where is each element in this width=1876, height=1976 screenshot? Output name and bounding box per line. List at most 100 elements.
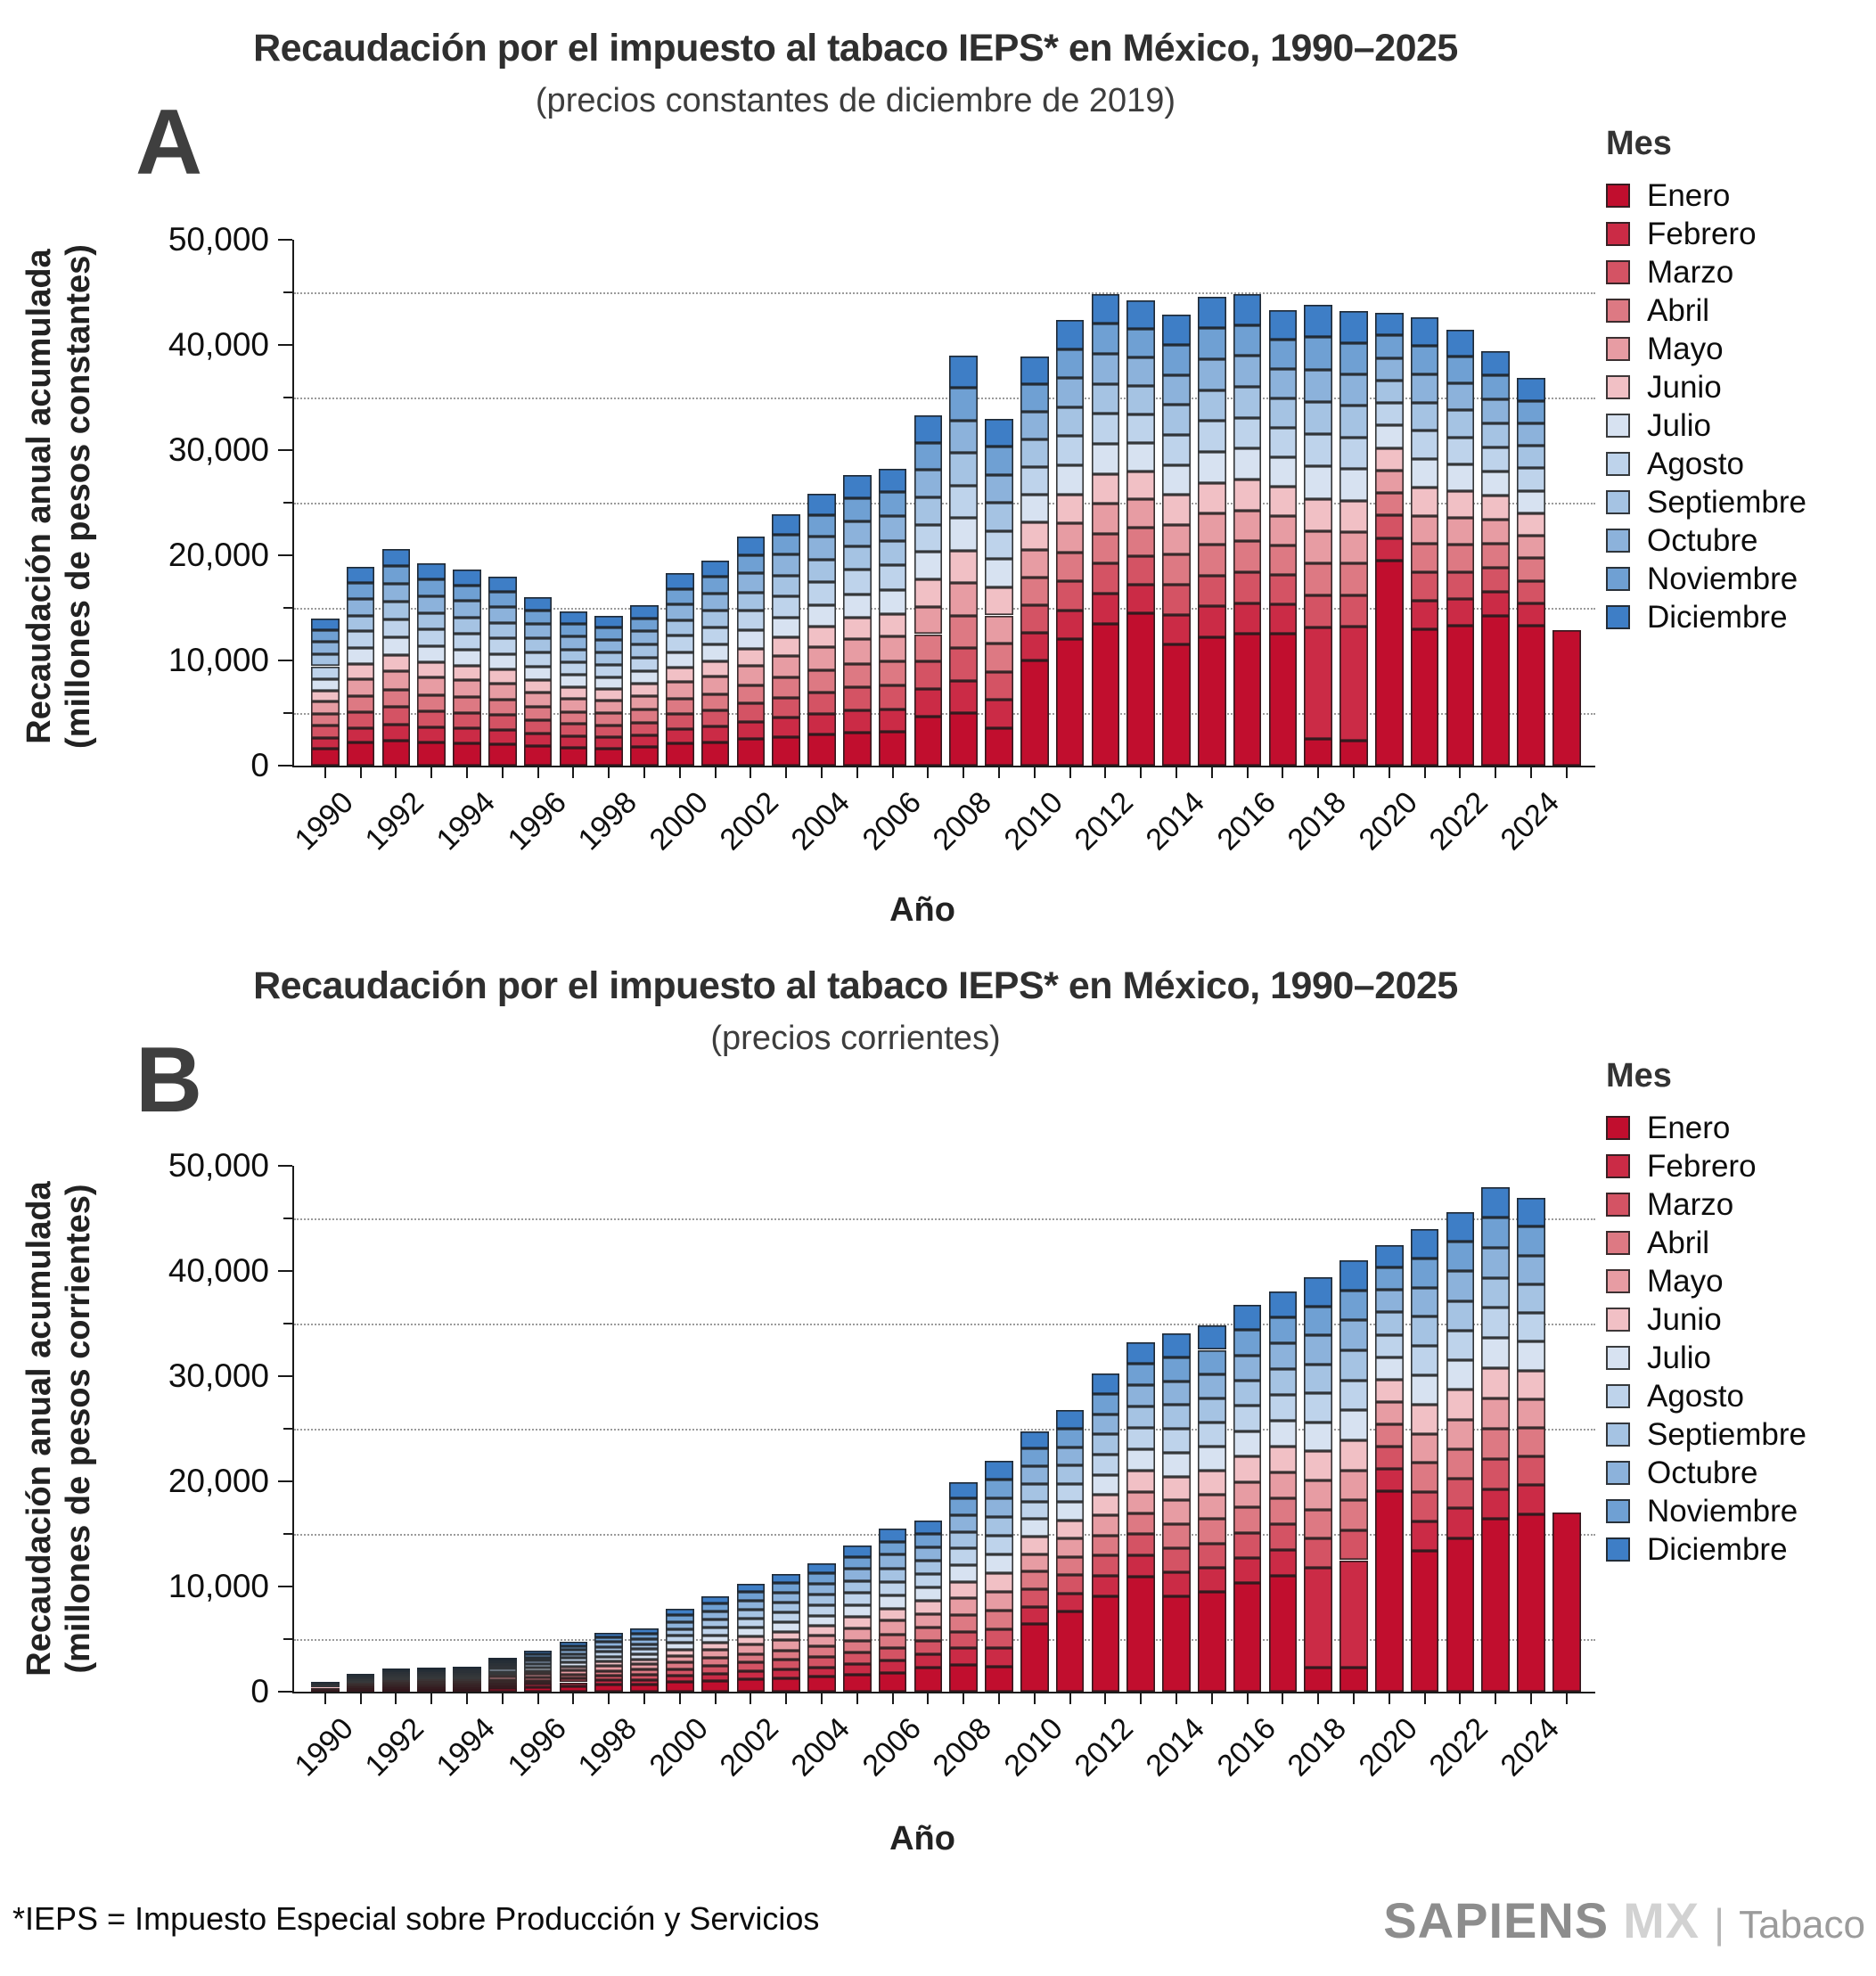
bar-segment-1999-Febrero: [630, 734, 659, 748]
bar-segment-2010-Enero: [1020, 660, 1049, 766]
bar-segment-2012-Diciembre: [1091, 293, 1120, 324]
bar-segment-2008-Diciembre: [949, 1481, 978, 1499]
bar-segment-2019-Mayo: [1339, 532, 1368, 564]
bar-segment-2024-Septiembre: [1517, 446, 1545, 469]
bar-segment-2010-Junio: [1020, 521, 1049, 550]
bar-segment-1991-Septiembre: [346, 615, 375, 632]
bar-segment-2007-Diciembre: [913, 1521, 943, 1534]
bar-segment-2008-Junio: [949, 1581, 978, 1599]
x-tick-2017: [1282, 1693, 1284, 1704]
bar-segment-2013-Marzo: [1126, 556, 1155, 586]
x-tick-1996: [537, 1693, 539, 1704]
bar-segment-1993-Septiembre: [417, 1673, 446, 1677]
bar-segment-1999-Mayo: [630, 1664, 659, 1670]
bar-segment-2021-Mayo: [1410, 515, 1439, 545]
bar-segment-2002-Noviembre: [736, 554, 766, 574]
bar-segment-2009-Noviembre: [985, 447, 1013, 475]
bar-segment-2004-Enero: [807, 734, 836, 766]
bar-segment-2014-Abril: [1162, 1524, 1191, 1549]
gridline-5000: [294, 713, 1595, 715]
bar-segment-2020-Mayo: [1375, 470, 1404, 494]
bar-segment-2024-Enero: [1517, 626, 1545, 766]
bar-segment-1997-Agosto: [559, 1658, 588, 1663]
bar-segment-2014-Enero: [1162, 644, 1191, 766]
legend-label-enero: Enero: [1647, 178, 1731, 213]
stacked-bar-2011: [1055, 320, 1085, 766]
stacked-bar-1992: [381, 548, 411, 766]
bar-segment-1992-Septiembre: [381, 1674, 411, 1677]
stacked-bar-2007: [913, 415, 943, 766]
bar-segment-2021-Septiembre: [1410, 1316, 1439, 1347]
bar-segment-2009-Diciembre: [985, 1460, 1013, 1480]
legend-label-septiembre: Septiembre: [1647, 485, 1806, 520]
stacked-bar-2001: [700, 1595, 730, 1692]
bar-segment-2011-Agosto: [1055, 1483, 1085, 1503]
bar-segment-2003-Julio: [772, 1621, 800, 1632]
x-tick-2024: [1529, 767, 1532, 778]
bar-segment-2007-Febrero: [913, 1653, 943, 1668]
bar-segment-2022-Diciembre: [1446, 329, 1475, 357]
stacked-bar-2012: [1091, 1373, 1120, 1692]
bar-segment-2001-Febrero: [700, 726, 730, 742]
y-tick-label-0: 0: [250, 1673, 269, 1710]
bar-segment-2013-Febrero: [1126, 1555, 1155, 1578]
chart-b-x-axis-title: Año: [889, 1820, 955, 1857]
x-tick-2011: [1069, 767, 1071, 778]
bar-segment-2000-Octubre: [666, 1621, 694, 1629]
bar-segment-2022-Octubre: [1446, 383, 1475, 411]
bar-segment-2001-Julio: [700, 1635, 730, 1644]
bar-segment-2012-Marzo: [1091, 563, 1120, 594]
bar-segment-1993-Mayo: [417, 677, 446, 695]
y-tick-label-30000: 30,000: [168, 1357, 269, 1394]
stacked-bar-1995: [488, 1658, 517, 1692]
bar-segment-1990-Marzo: [311, 726, 340, 738]
bar-segment-1997-Abril: [559, 711, 588, 725]
bar-segment-2023-Abril: [1481, 544, 1510, 569]
bar-segment-2011-Diciembre: [1055, 1410, 1085, 1429]
bar-segment-2008-Noviembre: [949, 1498, 978, 1516]
bar-segment-1990-Junio: [311, 690, 340, 702]
x-tick-2004: [820, 1693, 823, 1704]
bar-segment-2015-Marzo: [1198, 575, 1226, 607]
bar-segment-2024-Julio: [1517, 490, 1545, 513]
bar-segment-2008-Noviembre: [949, 388, 978, 421]
bar-segment-2005-Noviembre: [843, 498, 872, 522]
bar-segment-1992-Julio: [381, 1677, 411, 1680]
bar-segment-2006-Diciembre: [878, 1529, 907, 1542]
bar-segment-2015-Agosto: [1198, 1422, 1226, 1447]
bar-segment-2022-Julio: [1446, 1360, 1475, 1390]
bar-segment-1993-Abril: [417, 694, 446, 711]
bar-segment-2019-Abril: [1339, 563, 1368, 595]
bar-segment-2017-Enero: [1268, 1576, 1298, 1692]
bar-segment-2005-Noviembre: [843, 1557, 872, 1570]
bar-segment-2024-Septiembre: [1517, 1283, 1545, 1314]
bar-segment-2023-Febrero: [1481, 592, 1510, 617]
stacked-bar-2003: [772, 1573, 800, 1692]
bar-segment-1998-Noviembre: [594, 1637, 623, 1643]
bar-segment-2004-Noviembre: [807, 515, 836, 537]
bar-segment-2019-Septiembre: [1339, 1350, 1368, 1381]
bar-segment-1996-Febrero: [523, 1684, 553, 1687]
bar-segment-1990-Julio: [311, 1685, 340, 1687]
bar-segment-2006-Octubre: [878, 516, 907, 542]
bar-segment-2013-Noviembre: [1126, 1363, 1155, 1385]
bar-segment-2000-Marzo: [666, 1669, 694, 1677]
bar-segment-2018-Diciembre: [1304, 1277, 1332, 1307]
bar-segment-1994-Abril: [453, 697, 481, 713]
x-tick-2016: [1246, 1693, 1249, 1704]
x-tick-1998: [608, 1693, 610, 1704]
bar-segment-2015-Abril: [1198, 1519, 1226, 1544]
bar-segment-2010-Diciembre: [1020, 1431, 1049, 1449]
bar-segment-2023-Junio: [1481, 1368, 1510, 1399]
bar-segment-2000-Febrero: [666, 1676, 694, 1683]
bar-segment-1990-Febrero: [311, 1690, 340, 1691]
x-tick-2023: [1495, 767, 1497, 778]
legend-label-abril: Abril: [1647, 293, 1710, 328]
bar-segment-2010-Octubre: [1020, 1466, 1049, 1484]
bar-segment-2010-Septiembre: [1020, 1483, 1049, 1502]
bar-segment-1994-Noviembre: [453, 1669, 481, 1671]
stacked-bar-2019: [1339, 1260, 1368, 1692]
x-tick-label-2006: 2006: [856, 785, 928, 857]
bar-segment-2018-Abril: [1304, 562, 1332, 596]
bar-segment-2014-Agosto: [1162, 434, 1191, 465]
